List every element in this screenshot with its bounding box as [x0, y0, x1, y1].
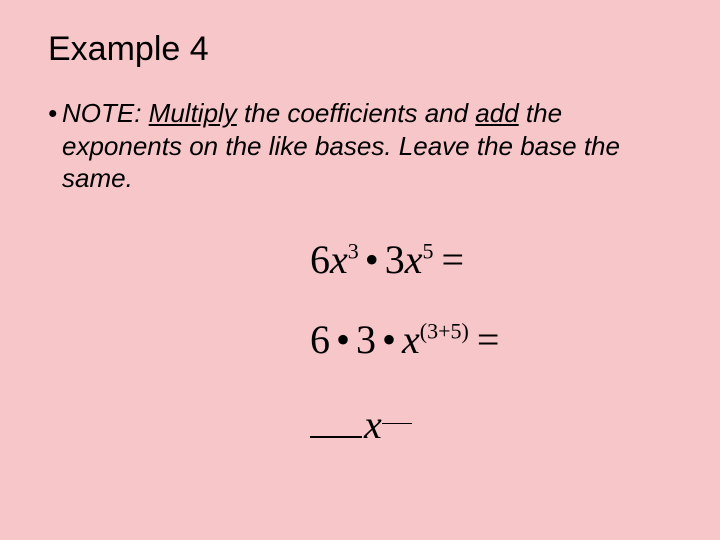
eq2-dot1: • — [330, 317, 356, 362]
eq1-var2: x — [405, 237, 423, 282]
note-prefix: NOTE: — [62, 98, 149, 128]
eq1-exp2: 5 — [423, 239, 434, 264]
note-multiply: Multiply — [149, 98, 237, 128]
slide-title: Example 4 — [48, 30, 672, 69]
note-add: add — [475, 98, 518, 128]
bullet-icon: • — [48, 97, 62, 130]
eq1-equals: = — [434, 237, 465, 282]
eq1-coef2: 3 — [385, 237, 405, 282]
eq3-exp-blank — [382, 411, 412, 424]
eq2-var: x — [402, 317, 420, 362]
note-paragraph: •NOTE: Multiply the coefficients and add… — [48, 97, 672, 195]
math-area: 6x3•3x5= 6•3•x(3+5)= x — [310, 240, 690, 448]
equation-1: 6x3•3x5= — [310, 240, 690, 280]
eq2-equals: = — [469, 317, 500, 362]
eq3-var: x — [364, 402, 382, 447]
eq2-dot2: • — [376, 317, 402, 362]
eq2-exp: (3+5) — [420, 319, 469, 344]
eq1-var1: x — [330, 237, 348, 282]
note-mid1: the coefficients and — [237, 98, 475, 128]
equation-3: x — [310, 400, 690, 448]
eq1-coef1: 6 — [310, 237, 330, 282]
eq3-coef-blank — [310, 400, 362, 438]
slide: Example 4 •NOTE: Multiply the coefficien… — [0, 0, 720, 540]
eq2-coef2: 3 — [356, 317, 376, 362]
eq2-coef1: 6 — [310, 317, 330, 362]
eq1-dot: • — [359, 237, 385, 282]
eq1-exp1: 3 — [348, 239, 359, 264]
equation-2: 6•3•x(3+5)= — [310, 320, 690, 360]
